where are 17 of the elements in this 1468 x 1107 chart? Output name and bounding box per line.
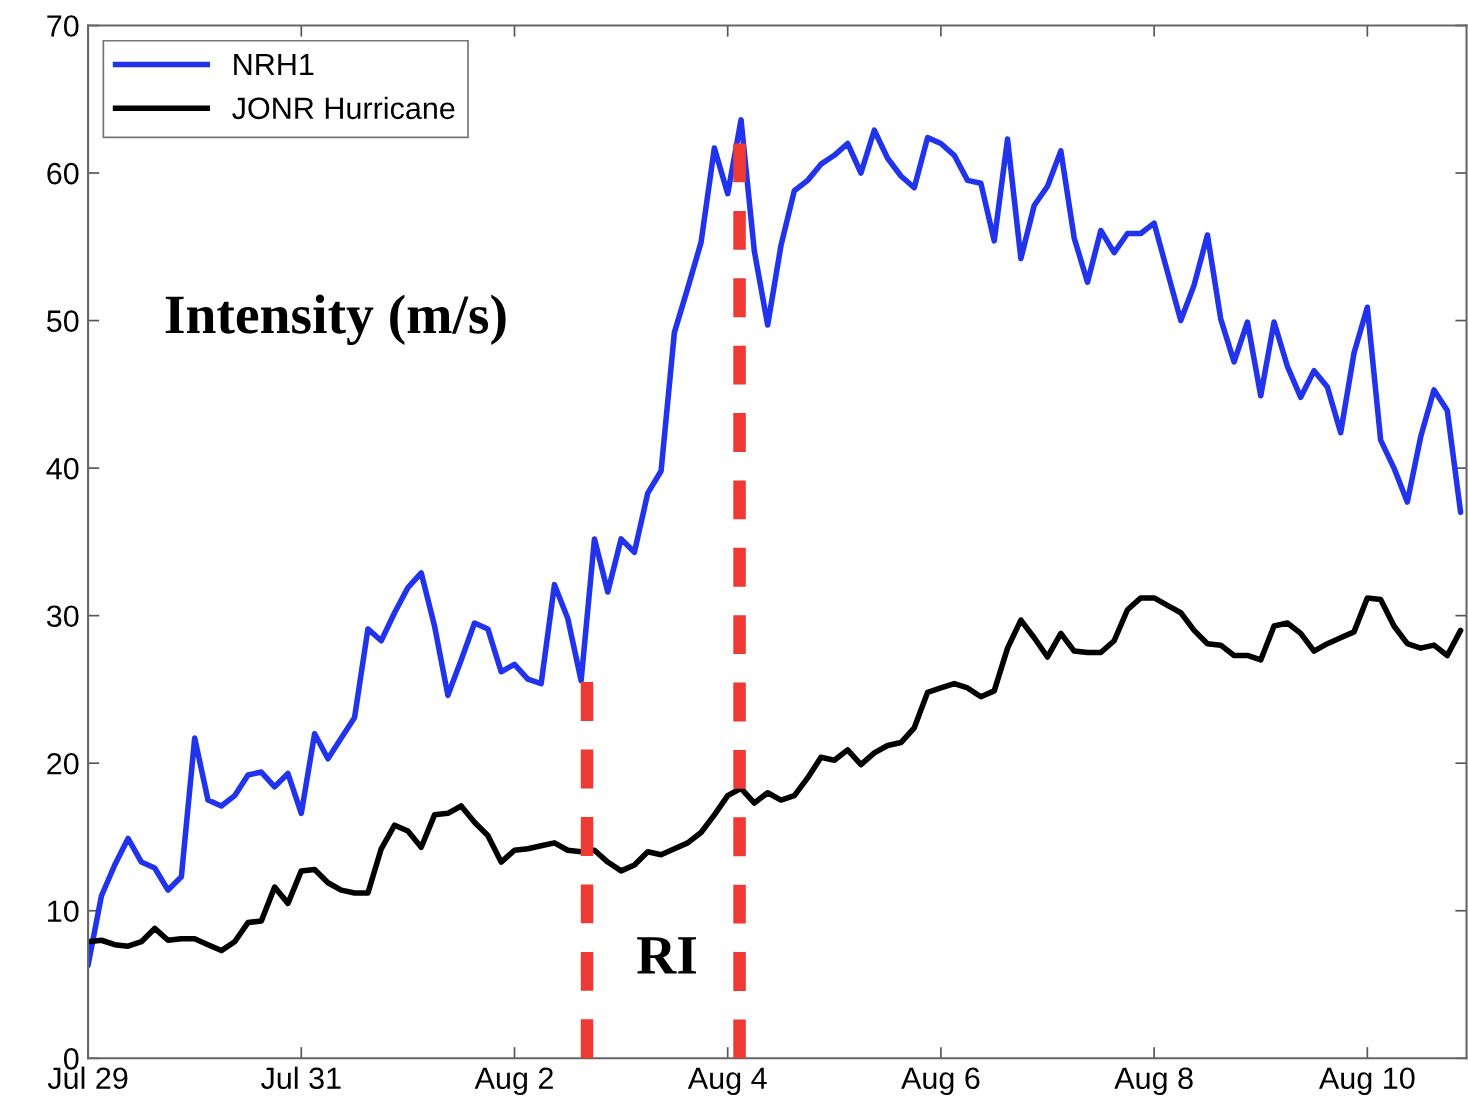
y-tick-label: 40 bbox=[46, 457, 79, 480]
y-tick-label: 20 bbox=[47, 752, 79, 775]
annotation: Intensity (m/s) bbox=[165, 294, 506, 346]
y-tick-label: 60 bbox=[47, 162, 79, 185]
legend-label: JONR Hurricane bbox=[232, 96, 455, 120]
legend-label: NRH1 bbox=[234, 54, 314, 76]
x-tick-label: Aug 4 bbox=[687, 1067, 767, 1096]
x-tick-label: Aug 2 bbox=[474, 1067, 553, 1096]
x-tick-label: Jul 31 bbox=[261, 1066, 341, 1090]
y-tick-label: 30 bbox=[46, 605, 79, 628]
x-tick-label: Aug 8 bbox=[1114, 1067, 1193, 1096]
y-tick-label: 10 bbox=[48, 900, 79, 923]
x-tick-label: Aug 10 bbox=[1318, 1067, 1415, 1096]
x-tick-label: Aug 6 bbox=[901, 1067, 980, 1096]
annotation: RI bbox=[637, 937, 697, 974]
y-tick-label: 70 bbox=[47, 15, 79, 37]
y-tick-label: 50 bbox=[46, 310, 79, 332]
